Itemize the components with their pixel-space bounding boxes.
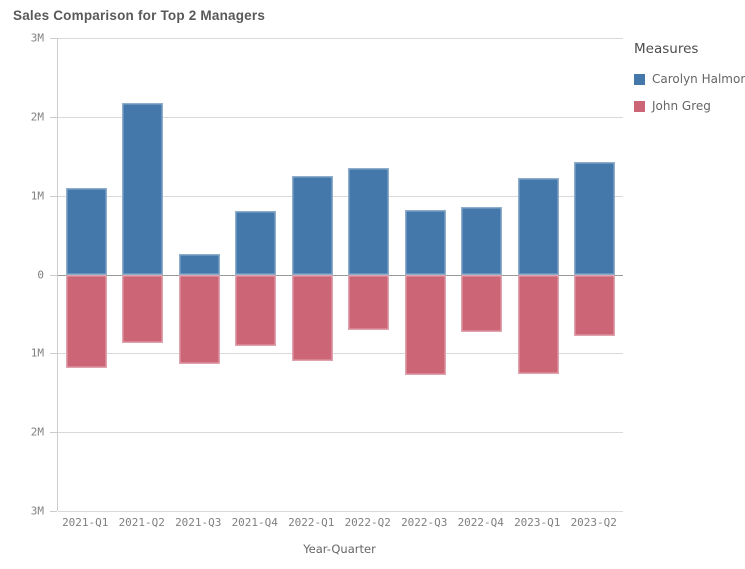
x-tick-label-2021-Q3: 2021-Q3 (175, 516, 222, 529)
y-tick-label: 3M (30, 504, 44, 518)
plot-area (50, 38, 623, 512)
chart-title: Sales Comparison for Top 2 Managers (13, 8, 266, 23)
bar-john-greg-2021-Q4[interactable] (235, 274, 277, 347)
y-tick-label: 0 (37, 268, 44, 281)
bar-column-2021-Q2 (115, 38, 172, 511)
x-axis-title: Year-Quarter (303, 542, 376, 556)
gridline (58, 353, 623, 355)
legend-swatch-icon (634, 100, 645, 112)
x-tick-label-2022-Q3: 2022-Q3 (401, 516, 448, 529)
bar-john-greg-2022-Q2[interactable] (348, 274, 390, 330)
gridline (58, 511, 623, 512)
bar-carolyn-halmon-2022-Q2[interactable] (348, 168, 390, 275)
y-tick (50, 432, 57, 434)
bar-john-greg-2021-Q2[interactable] (122, 274, 164, 344)
x-tick-label-2022-Q2: 2022-Q2 (344, 516, 391, 529)
y-tick-label: 2M (30, 110, 44, 124)
x-tick-label-2023-Q1: 2023-Q1 (514, 516, 561, 529)
bar-column-2021-Q3 (171, 38, 228, 511)
bars-layer (58, 38, 623, 511)
x-tick-label-2022-Q4: 2022-Q4 (457, 516, 504, 529)
gridline (58, 195, 623, 197)
y-tick (50, 353, 57, 355)
legend-swatch-icon (634, 73, 645, 85)
bar-carolyn-halmon-2023-Q2[interactable] (574, 161, 616, 275)
y-axis: 3M 2M 1M 0 1M 2M 3M (0, 32, 46, 518)
bar-john-greg-2021-Q1[interactable] (65, 274, 107, 369)
bar-carolyn-halmon-2021-Q3[interactable] (178, 254, 220, 275)
y-tick (50, 511, 57, 512)
gridline (58, 432, 623, 434)
zero-line (58, 274, 623, 276)
bar-column-2023-Q1 (510, 38, 567, 511)
y-tick (50, 38, 57, 39)
bar-carolyn-halmon-2021-Q1[interactable] (65, 187, 107, 275)
bar-john-greg-2023-Q2[interactable] (574, 274, 616, 336)
x-tick-label-2021-Q2: 2021-Q2 (118, 516, 165, 529)
bar-column-2023-Q2 (567, 38, 624, 511)
y-tick-label: 2M (30, 425, 44, 439)
y-tick-label: 3M (30, 31, 44, 45)
bar-column-2021-Q4 (228, 38, 285, 511)
bar-column-2021-Q1 (58, 38, 115, 511)
x-tick-label-2021-Q4: 2021-Q4 (231, 516, 278, 529)
bar-carolyn-halmon-2022-Q4[interactable] (461, 206, 503, 275)
gridline (58, 116, 623, 118)
y-tick (50, 195, 57, 197)
y-tick-label: 1M (30, 189, 44, 203)
bar-column-2022-Q4 (454, 38, 511, 511)
y-tick (50, 274, 57, 276)
legend: Measures Carolyn Halmon John Greg (634, 41, 745, 113)
bar-john-greg-2022-Q1[interactable] (291, 274, 333, 362)
legend-item-john-greg[interactable]: John Greg (634, 99, 742, 113)
bar-carolyn-halmon-2022-Q3[interactable] (404, 209, 446, 275)
bar-carolyn-halmon-2021-Q2[interactable] (122, 102, 164, 275)
bar-column-2022-Q1 (284, 38, 341, 511)
bar-john-greg-2021-Q3[interactable] (178, 274, 220, 365)
bar-carolyn-halmon-2022-Q1[interactable] (291, 175, 333, 275)
y-tick (50, 116, 57, 118)
legend-item-label: Carolyn Halmon (652, 72, 745, 86)
bar-john-greg-2023-Q1[interactable] (517, 274, 559, 374)
bar-john-greg-2022-Q4[interactable] (461, 274, 503, 333)
y-tick-label: 1M (30, 346, 44, 360)
bar-john-greg-2022-Q3[interactable] (404, 274, 446, 376)
bar-column-2022-Q3 (397, 38, 454, 511)
legend-item-label: John Greg (652, 99, 711, 113)
x-tick-label-2023-Q2: 2023-Q2 (570, 516, 617, 529)
gridline (58, 38, 623, 39)
legend-title: Measures (634, 41, 699, 57)
bar-column-2022-Q2 (341, 38, 398, 511)
x-tick-label-2022-Q1: 2022-Q1 (288, 516, 335, 529)
x-axis-labels: 2021-Q1 2021-Q2 2021-Q3 2021-Q4 2022-Q1 2022-… (57, 516, 622, 529)
bar-carolyn-halmon-2021-Q4[interactable] (235, 211, 277, 275)
legend-item-carolyn-halmon[interactable]: Carolyn Halmon (634, 72, 745, 86)
bar-carolyn-halmon-2023-Q1[interactable] (517, 178, 559, 275)
x-tick-label-2021-Q1: 2021-Q1 (62, 516, 109, 529)
